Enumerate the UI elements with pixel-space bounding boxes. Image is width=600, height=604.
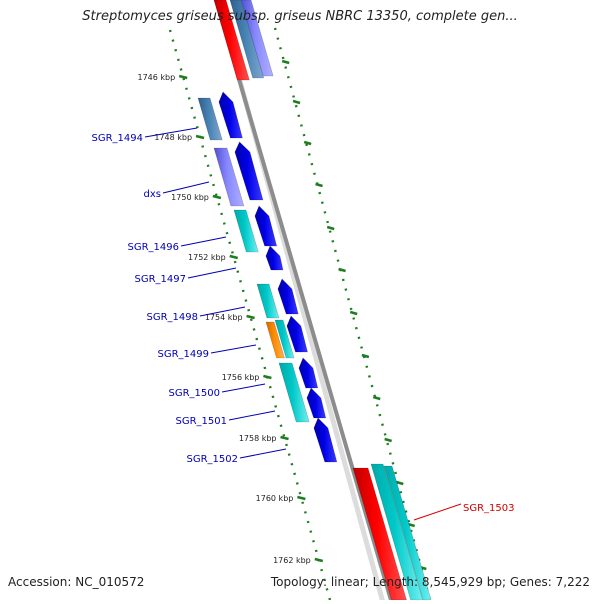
cds-feature-sgr-1494 [218,91,243,139]
gene-label[interactable]: dxs [144,189,161,200]
scale-tick-left [246,314,255,320]
scale-tick-right [292,99,301,105]
gene-label[interactable]: SGR_1503 [463,503,515,514]
scale-tick-left [297,495,306,501]
scale-tick-left [263,374,272,380]
gene-label[interactable]: SGR_1499 [158,349,210,360]
cds-feature-dxs [234,141,264,201]
cds-feature-sgr-1499 [286,315,308,353]
gene-label-leader [221,383,266,393]
scale-tick-right [338,267,346,273]
gene-label-leader [239,448,287,459]
genome-title: Streptomyces griseus subsp. griseus NBRC… [82,9,518,24]
scale-tick-right [303,140,312,146]
genome-summary-text: Topology: linear; Length: 8,545,929 bp; … [270,575,590,589]
cds-feature-sgr-1501 [306,387,327,419]
cds-feature-sgr-1498 [277,278,299,315]
rna-feature-sgr-1499 [265,321,285,359]
gene-label[interactable]: SGR_1498 [147,312,199,323]
scale-tick-right [326,225,335,231]
gene-feature-dxs [213,147,245,207]
scale-tick-left [314,557,324,563]
scale-tick-right [349,310,358,316]
gene-feature-sgr-1496 [233,209,259,253]
cds-feature-sgr-1502 [313,417,338,463]
scale-tick-right [395,480,404,486]
gene-label[interactable]: SGR_1502 [187,454,239,465]
scale-label: 1762 kbp [273,556,311,565]
gene-label-leader [199,306,246,317]
scale-label: 1746 kbp [137,73,175,82]
gene-label[interactable]: SGR_1500 [169,388,221,399]
scale-tick-right [384,437,392,443]
gene-label-leader [210,344,257,354]
gene-feature-sgr-1494 [197,97,223,141]
scale-label: 1748 kbp [154,133,192,142]
accession-text: Accession: NC_010572 [8,575,145,589]
gene-label[interactable]: SGR_1501 [176,416,228,427]
gene-label[interactable]: SGR_1496 [128,242,180,253]
rna-feature [213,0,250,81]
gene-feature [240,0,274,77]
gene-label-leader [144,127,198,138]
cds-feature-sgr-1497 [265,245,284,271]
gene-label-leader [187,267,237,279]
gene-label-leader [228,410,276,421]
backbone-line [213,0,395,604]
scale-label: 1754 kbp [205,313,243,322]
scale-tick-right [315,182,323,188]
scale-tick-right [361,353,370,359]
gene-label[interactable]: SGR_1494 [92,133,144,144]
gene-label-leader [180,236,227,247]
scale-tick-left [280,435,289,441]
scale-label: 1752 kbp [188,253,226,262]
scale-tick-left [178,74,188,80]
scale-label: 1756 kbp [222,373,260,382]
gene-feature [229,0,265,79]
gene-feature-sgr-1498 [256,283,280,319]
scale-tick-right [372,395,381,401]
gene-feature-sgr-1500 [278,362,310,423]
scale-tick-left [195,134,205,140]
gene-label-leader [413,503,462,521]
cds-feature-sgr-1500 [298,357,319,389]
scale-tick-right [281,59,290,65]
gene-label-leader [162,181,210,194]
scale-tick-left [229,254,239,260]
scale-tick-left [212,194,222,200]
scale-label: 1750 kbp [171,193,209,202]
gene-label[interactable]: SGR_1497 [135,274,187,285]
gene-feature-sgr-1499 [274,319,295,359]
scale-label: 1760 kbp [256,494,294,503]
scale-label: 1758 kbp [239,434,277,443]
cds-feature-sgr-1496 [254,205,278,247]
